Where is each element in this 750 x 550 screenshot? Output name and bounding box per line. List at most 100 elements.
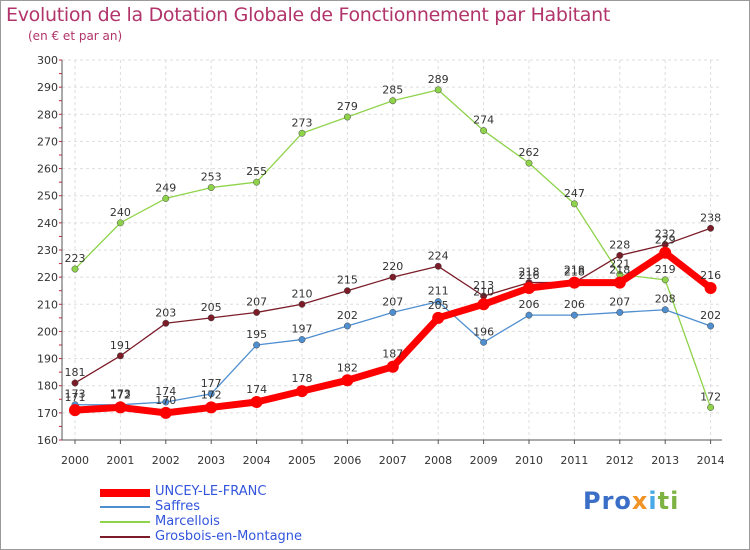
data-label-uncey-le-franc: 218 — [609, 264, 630, 277]
x-tick-label: 2010 — [515, 454, 543, 467]
x-tick-label: 2012 — [606, 454, 634, 467]
data-label-saffres: 202 — [337, 309, 358, 322]
data-label-saffres: 208 — [655, 293, 676, 306]
legend-label-grosbois-en-montagne: Grosbois-en-Montagne — [155, 529, 303, 544]
data-label-grosbois-en-montagne: 215 — [337, 274, 358, 287]
data-label-marcellois: 219 — [655, 263, 676, 276]
data-label-grosbois-en-montagne: 213 — [473, 279, 494, 292]
data-label-uncey-le-franc: 187 — [382, 348, 403, 361]
x-tick-label: 2006 — [333, 454, 361, 467]
y-tick-label: 230 — [37, 244, 58, 257]
data-label-marcellois: 262 — [519, 146, 540, 159]
point-saffres — [434, 298, 442, 306]
data-label-uncey-le-franc: 171 — [65, 391, 86, 404]
point-saffres — [616, 308, 624, 316]
x-tick-label: 2002 — [152, 454, 180, 467]
data-label-grosbois-en-montagne: 203 — [155, 306, 176, 319]
data-label-grosbois-en-montagne: 210 — [292, 287, 313, 300]
point-grosbois-en-montagne — [389, 273, 397, 281]
point-saffres — [343, 322, 351, 330]
point-saffres — [661, 306, 669, 314]
data-label-saffres: 196 — [473, 325, 494, 338]
legend-swatch-grosbois-en-montagne — [100, 536, 150, 538]
point-uncey-le-franc — [704, 282, 717, 294]
axes: 160 170 180 190 200 210 220 230 240 250 260 270 280 2… — [37, 54, 725, 467]
point-saffres — [525, 311, 533, 319]
point-marcellois — [707, 403, 715, 411]
point-marcellois — [253, 178, 261, 186]
data-label-saffres: 195 — [246, 328, 267, 341]
point-marcellois — [434, 86, 442, 94]
y-tick-label: 180 — [37, 380, 58, 393]
x-tick-label: 2000 — [61, 454, 89, 467]
point-marcellois — [480, 127, 488, 135]
point-saffres — [207, 390, 215, 398]
legend-swatch-uncey-le-franc — [100, 489, 150, 497]
data-label-uncey-le-franc: 178 — [292, 372, 313, 385]
data-label-grosbois-en-montagne: 207 — [246, 295, 267, 308]
x-tick-label: 2007 — [379, 454, 407, 467]
data-label-grosbois-en-montagne: 191 — [110, 339, 131, 352]
data-label-grosbois-en-montagne: 224 — [428, 249, 449, 262]
point-marcellois — [570, 200, 578, 208]
data-label-marcellois: 279 — [337, 100, 358, 113]
point-marcellois — [116, 219, 124, 227]
y-tick-label: 220 — [37, 271, 58, 284]
y-tick-label: 260 — [37, 163, 58, 176]
data-label-saffres: 174 — [155, 385, 176, 398]
point-grosbois-en-montagne — [298, 300, 306, 308]
series-lines — [69, 86, 717, 419]
data-label-uncey-le-franc: 229 — [655, 234, 676, 247]
point-marcellois — [298, 129, 306, 137]
point-marcellois — [207, 184, 215, 192]
point-saffres — [480, 338, 488, 346]
data-labels: 181 191 203 205 207 210 215 220 224 213 218 218 228 2… — [65, 73, 722, 407]
x-tick-label: 2014 — [697, 454, 725, 467]
data-label-uncey-le-franc: 210 — [473, 285, 494, 298]
point-grosbois-en-montagne — [343, 287, 351, 295]
point-marcellois — [343, 113, 351, 121]
point-uncey-le-franc — [205, 401, 218, 414]
point-uncey-le-franc — [69, 404, 81, 417]
y-tick-label: 240 — [37, 217, 58, 230]
point-marcellois — [162, 194, 170, 202]
grid-lines — [62, 59, 722, 441]
point-saffres — [570, 311, 578, 319]
legend-swatch-saffres — [100, 506, 150, 508]
data-label-grosbois-en-montagne: 228 — [609, 238, 630, 251]
point-uncey-le-franc — [568, 276, 581, 289]
x-tick-label: 2013 — [651, 454, 679, 467]
point-uncey-le-franc — [296, 385, 308, 398]
data-label-uncey-le-franc: 172 — [110, 388, 131, 401]
point-saffres — [389, 308, 397, 316]
data-label-marcellois: 249 — [155, 181, 176, 194]
point-marcellois — [661, 276, 669, 284]
point-grosbois-en-montagne — [162, 319, 170, 327]
data-label-marcellois: 273 — [292, 116, 313, 129]
y-tick-label: 250 — [37, 190, 58, 203]
data-label-saffres: 173 — [110, 388, 131, 401]
point-grosbois-en-montagne — [707, 224, 715, 232]
point-marcellois — [389, 97, 397, 105]
x-tick-label: 2004 — [243, 454, 271, 467]
point-grosbois-en-montagne — [71, 379, 79, 387]
y-tick-label: 210 — [37, 298, 58, 311]
point-grosbois-en-montagne — [207, 314, 215, 322]
point-marcellois — [525, 159, 533, 167]
y-tick-label: 290 — [37, 81, 58, 94]
data-label-saffres: 177 — [201, 377, 222, 390]
data-label-saffres: 207 — [382, 295, 403, 308]
legend-label-saffres: Saffres — [155, 499, 201, 514]
data-label-marcellois: 289 — [428, 73, 449, 86]
y-tick-label: 170 — [37, 407, 58, 420]
data-label-marcellois: 247 — [564, 187, 585, 200]
legend-swatch-marcellois — [100, 521, 150, 523]
data-label-marcellois: 172 — [700, 390, 721, 403]
point-uncey-le-franc — [250, 396, 263, 408]
point-saffres — [298, 336, 306, 344]
point-saffres — [253, 341, 261, 349]
data-label-marcellois: 223 — [65, 252, 86, 265]
data-label-saffres: 202 — [700, 309, 721, 322]
data-label-grosbois-en-montagne: 218 — [519, 266, 540, 279]
